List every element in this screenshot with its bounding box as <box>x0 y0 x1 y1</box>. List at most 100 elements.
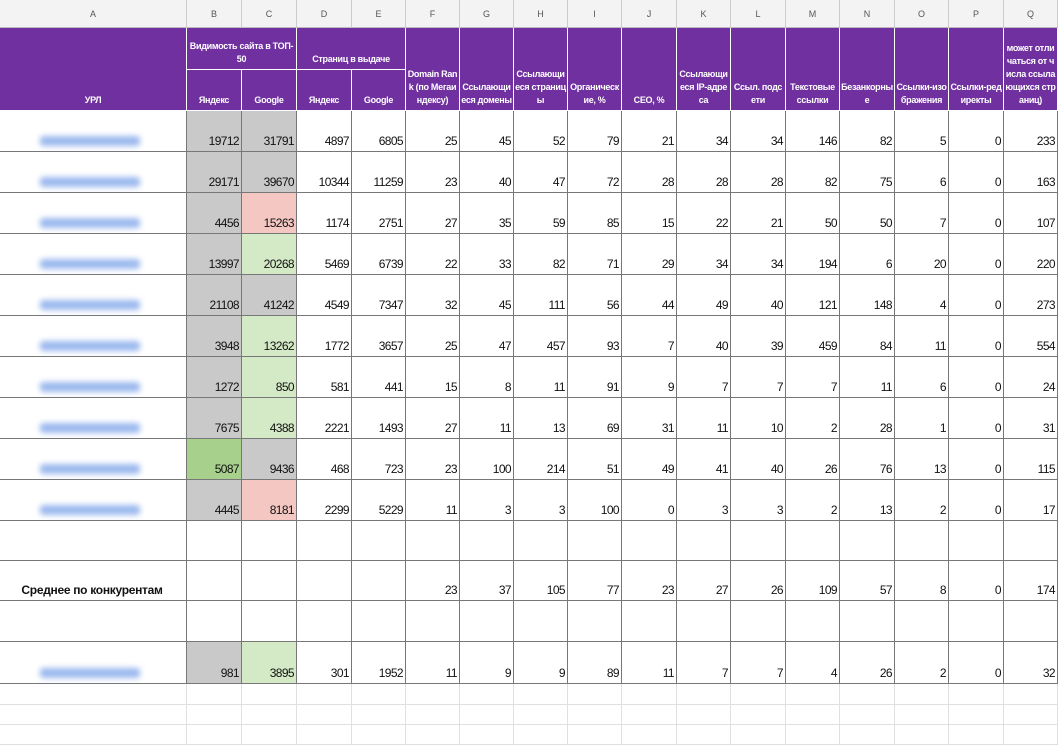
data-cell: 554 <box>1004 316 1058 357</box>
data-cell: 13 <box>840 480 895 521</box>
data-cell: 0 <box>949 316 1004 357</box>
data-cell: 2 <box>786 398 840 439</box>
blank-cell <box>949 601 1004 642</box>
data-cell: 7675 <box>187 398 242 439</box>
data-cell: 0 <box>949 480 1004 521</box>
data-cell: 69 <box>568 398 622 439</box>
data-cell: 7 <box>677 357 731 398</box>
data-cell: 28 <box>677 152 731 193</box>
data-cell: 850 <box>242 357 297 398</box>
data-cell: 441 <box>352 357 406 398</box>
blank-cell <box>840 521 895 561</box>
metric-header: Domain Rank (по Мегаиндексу) <box>406 28 460 111</box>
data-cell: 11 <box>677 398 731 439</box>
blank-cell <box>0 521 187 561</box>
data-cell: 1772 <box>297 316 352 357</box>
empty-cell <box>406 684 460 705</box>
data-cell: 25 <box>406 111 460 152</box>
column-letter: G <box>460 0 514 28</box>
empty-cell <box>622 725 677 745</box>
data-cell: 10 <box>731 398 786 439</box>
blank-cell <box>460 601 514 642</box>
data-cell: 28 <box>731 152 786 193</box>
blurred-url <box>40 136 140 146</box>
empty-cell <box>840 725 895 745</box>
site-cell: 7 <box>677 642 731 684</box>
empty-cell <box>0 705 187 725</box>
group-header: Страниц в выдаче <box>297 28 406 70</box>
data-cell: 13262 <box>242 316 297 357</box>
url-cell <box>0 357 187 398</box>
data-cell: 8 <box>460 357 514 398</box>
data-cell: 7347 <box>352 275 406 316</box>
site-cell: 981 <box>187 642 242 684</box>
column-letter: Q <box>1004 0 1058 28</box>
empty-cell <box>677 725 731 745</box>
blurred-url <box>40 505 140 515</box>
data-cell: 6 <box>895 152 949 193</box>
data-cell: 45 <box>460 275 514 316</box>
data-cell: 2299 <box>297 480 352 521</box>
blank-cell <box>406 601 460 642</box>
data-cell: 45 <box>460 111 514 152</box>
data-cell: 459 <box>786 316 840 357</box>
site-cell: 9 <box>514 642 568 684</box>
site-cell: 11 <box>406 642 460 684</box>
column-letter: L <box>731 0 786 28</box>
site-cell: 2 <box>895 642 949 684</box>
blank-cell <box>514 601 568 642</box>
blank-cell <box>677 601 731 642</box>
data-cell: 723 <box>352 439 406 480</box>
blank-cell <box>242 521 297 561</box>
data-cell: 214 <box>514 439 568 480</box>
data-cell: 93 <box>568 316 622 357</box>
data-cell: 220 <box>1004 234 1058 275</box>
data-cell: 72 <box>568 152 622 193</box>
data-cell: 100 <box>460 439 514 480</box>
data-cell: 21 <box>731 193 786 234</box>
data-cell: 273 <box>1004 275 1058 316</box>
blank-cell <box>568 601 622 642</box>
blank-cell <box>895 601 949 642</box>
data-cell: 0 <box>949 398 1004 439</box>
empty-cell <box>242 684 297 705</box>
data-cell: 163 <box>1004 152 1058 193</box>
data-cell: 34 <box>677 111 731 152</box>
data-cell: 11 <box>895 316 949 357</box>
average-cell: 23 <box>406 561 460 601</box>
average-cell: 105 <box>514 561 568 601</box>
metric-header: Ссылки-редиректы <box>949 28 1004 111</box>
data-cell: 11 <box>406 480 460 521</box>
empty-cell <box>187 705 242 725</box>
empty-cell <box>677 684 731 705</box>
data-cell: 3948 <box>187 316 242 357</box>
empty-cell <box>0 684 187 705</box>
data-cell: 148 <box>840 275 895 316</box>
data-cell: 41 <box>677 439 731 480</box>
sub-header: Google <box>352 70 406 111</box>
data-cell: 13 <box>514 398 568 439</box>
empty-cell <box>895 684 949 705</box>
empty-cell <box>460 725 514 745</box>
blank-cell <box>949 521 1004 561</box>
data-cell: 9436 <box>242 439 297 480</box>
data-cell: 7 <box>786 357 840 398</box>
blank-cell <box>568 521 622 561</box>
metric-header: Ссылающиеся страницы <box>514 28 568 111</box>
url-cell <box>0 111 187 152</box>
data-cell: 4 <box>895 275 949 316</box>
blurred-url <box>40 259 140 269</box>
data-cell: 3 <box>731 480 786 521</box>
data-cell: 40 <box>731 275 786 316</box>
url-cell <box>0 316 187 357</box>
column-letter: A <box>0 0 187 28</box>
data-cell: 4445 <box>187 480 242 521</box>
data-cell: 21 <box>622 111 677 152</box>
blurred-url <box>40 300 140 310</box>
blank-cell <box>352 521 406 561</box>
empty-cell <box>297 725 352 745</box>
data-cell: 39 <box>731 316 786 357</box>
data-cell: 52 <box>514 111 568 152</box>
empty-cell <box>514 725 568 745</box>
average-cell: 23 <box>622 561 677 601</box>
